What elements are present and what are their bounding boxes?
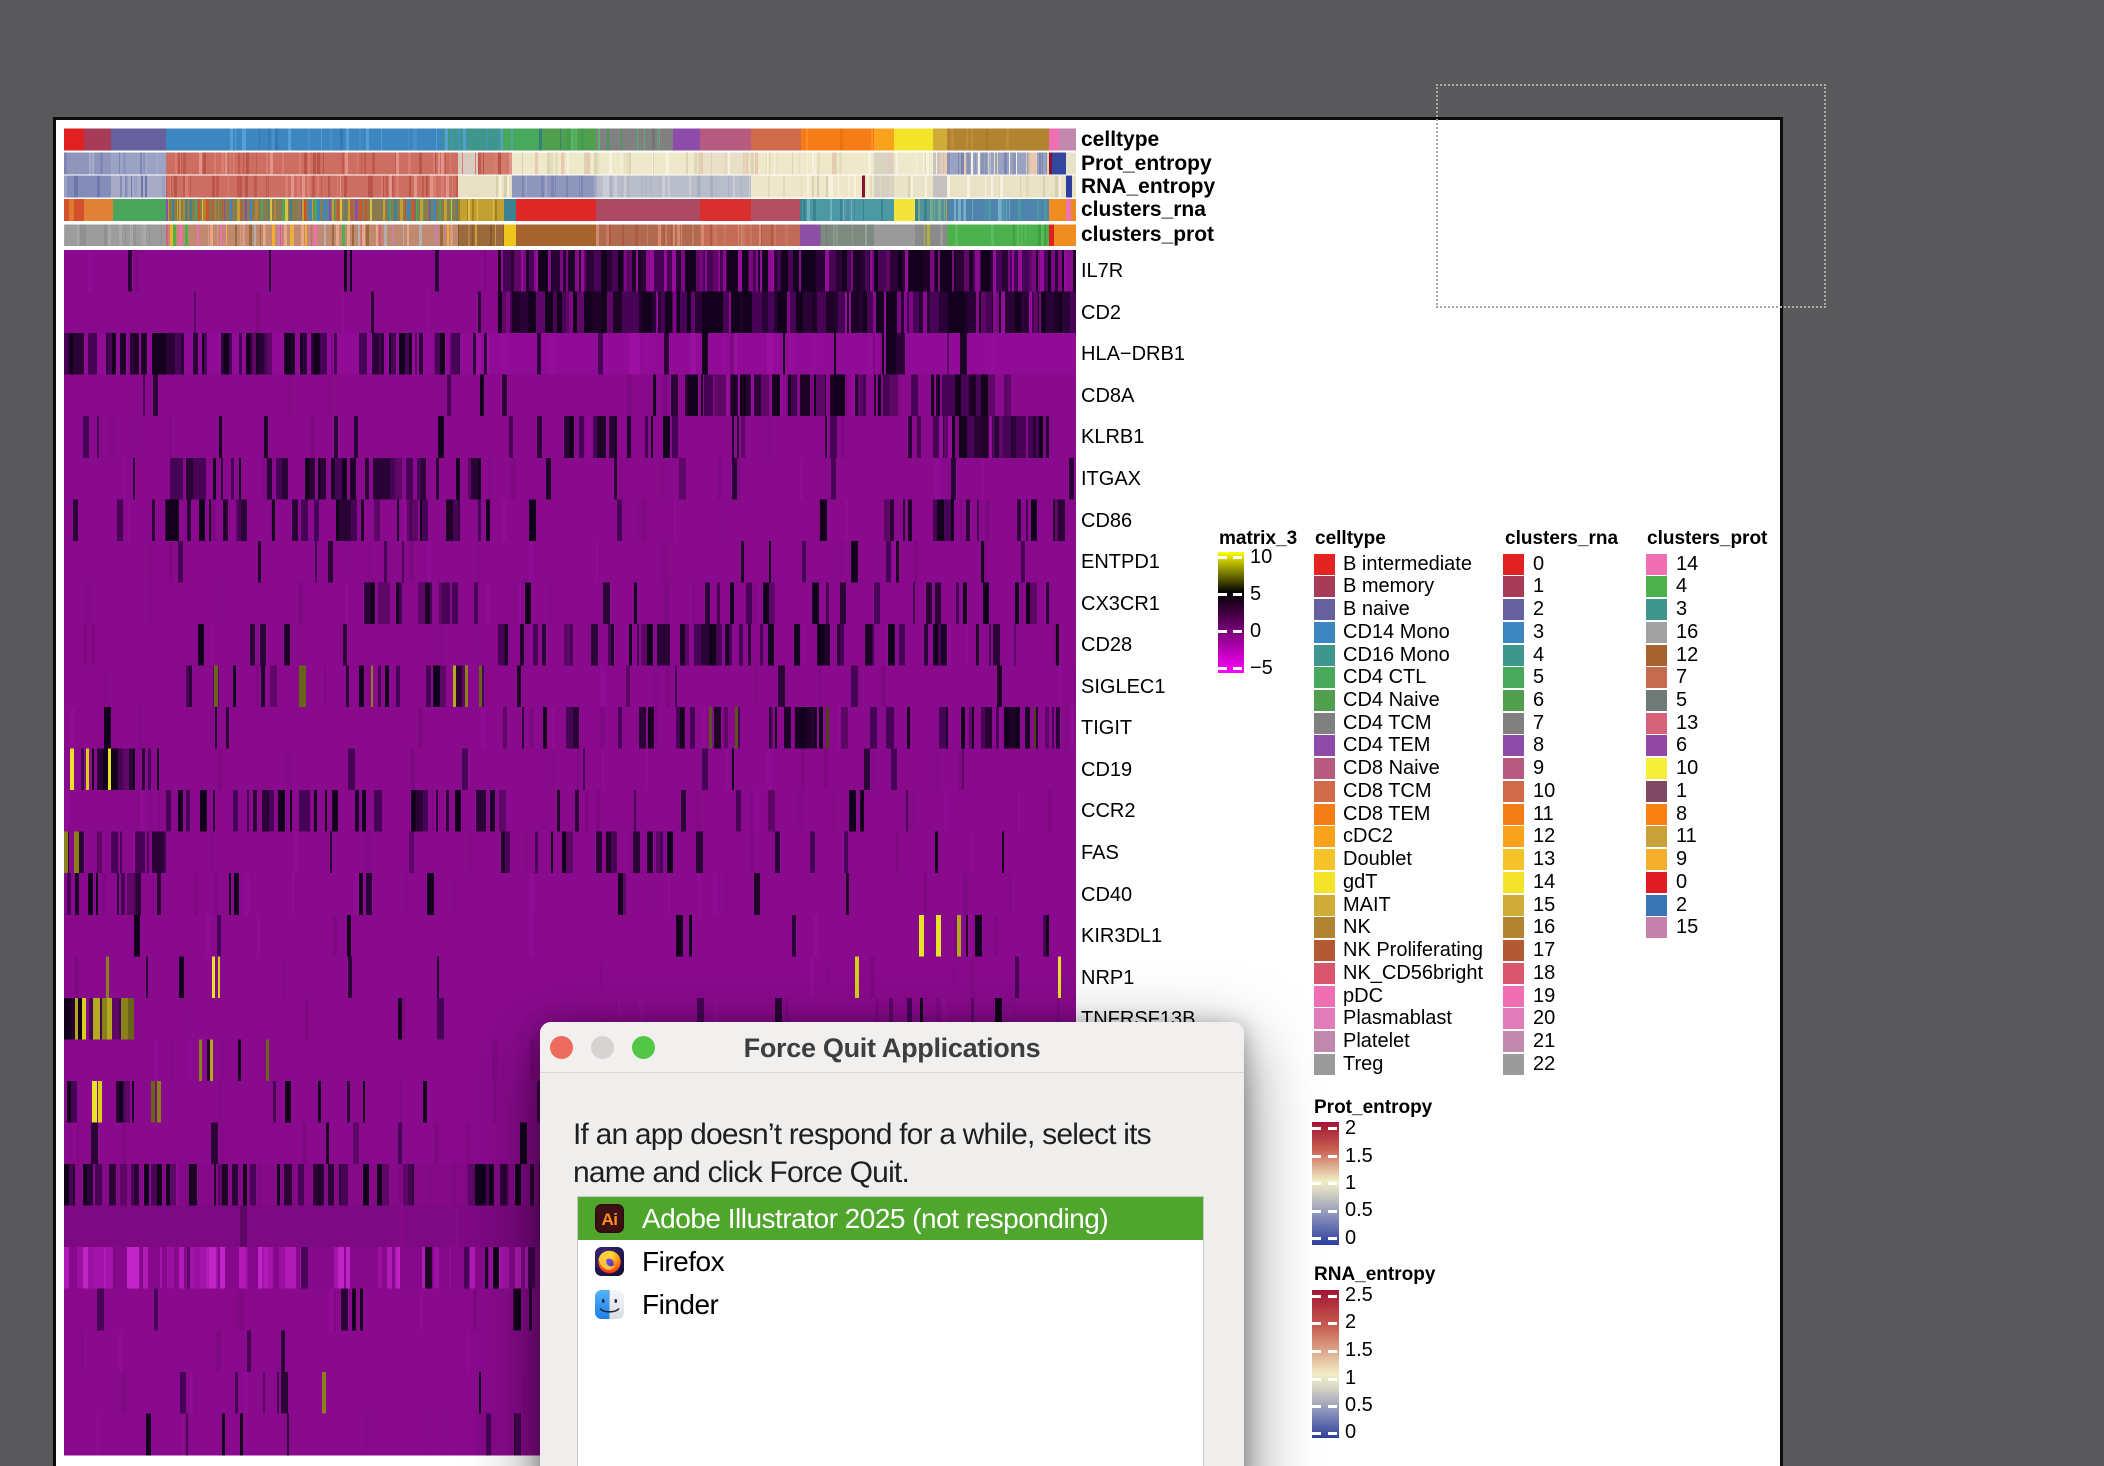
svg-text:Ai: Ai	[602, 1210, 618, 1229]
